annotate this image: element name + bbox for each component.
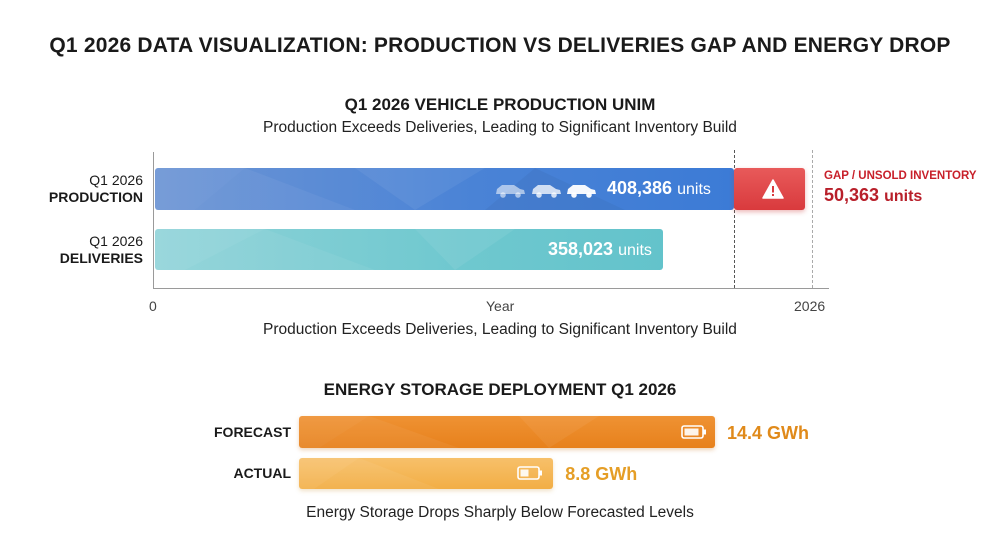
gap-value: 50,363: [824, 185, 880, 205]
actual-bar: [299, 458, 554, 489]
production-unit: units: [677, 181, 711, 198]
production-bar: [155, 168, 734, 210]
gap-bar: [734, 168, 806, 210]
forecast-label: FORECAST: [214, 424, 291, 440]
deliveries-label-line2: DELIVERIES: [59, 250, 143, 266]
production-category-label: Q1 2026 PRODUCTION: [20, 172, 143, 206]
energy-chart-caption: Energy Storage Drops Sharply Below Forec…: [306, 504, 694, 521]
axis-end-dashed-line: [812, 150, 813, 288]
page-title: Q1 2026 DATA VISUALIZATION: PRODUCTION V…: [49, 34, 951, 57]
gap-value-label: 50,363 units: [824, 185, 922, 206]
deliveries-label-line1: Q1 2026: [89, 233, 143, 249]
production-car-icons: [494, 178, 598, 202]
energy-chart-title: ENERGY STORAGE DEPLOYMENT Q1 2026: [323, 380, 677, 399]
vehicle-chart-subtitle: Production Exceeds Deliveries, Leading t…: [263, 119, 737, 136]
bar-texture: [155, 229, 515, 270]
gap-unit: units: [884, 188, 923, 205]
vehicle-chart-caption: Production Exceeds Deliveries, Leading t…: [263, 321, 737, 338]
battery-icon: [681, 425, 706, 439]
x-tick-end: 2026: [794, 298, 826, 314]
actual-value: 8.8 GWh: [565, 464, 638, 484]
gap-title: GAP / UNSOLD INVENTORY: [824, 170, 977, 182]
bar-texture: [299, 416, 599, 448]
deliveries-unit: units: [618, 242, 652, 259]
forecast-bar: [299, 416, 715, 448]
actual-label: ACTUAL: [233, 465, 291, 481]
x-axis-label: Year: [486, 298, 515, 314]
deliveries-value: 358,023: [548, 239, 614, 259]
production-value: 408,386: [607, 178, 673, 198]
production-value-label: 408,386 units: [607, 178, 711, 199]
forecast-value: 14.4 GWh: [727, 423, 810, 443]
production-label-line1: Q1 2026: [89, 172, 143, 188]
bar-texture: [155, 168, 625, 210]
production-end-dashed-line: [734, 150, 735, 288]
deliveries-bar: [155, 229, 663, 270]
bar-texture: [299, 458, 439, 489]
y-axis-line: [153, 152, 154, 288]
x-axis-line: [153, 288, 829, 289]
vehicle-chart-title: Q1 2026 VEHICLE PRODUCTION UNIM: [344, 95, 656, 114]
battery-icon: [517, 466, 543, 480]
deliveries-category-label: Q1 2026 DELIVERIES: [20, 233, 143, 267]
x-tick-start: 0: [149, 298, 157, 314]
production-label-line2: PRODUCTION: [48, 189, 143, 205]
warning-icon: [762, 179, 784, 199]
deliveries-value-label: 358,023 units: [548, 239, 652, 260]
car-icon: [496, 185, 596, 198]
